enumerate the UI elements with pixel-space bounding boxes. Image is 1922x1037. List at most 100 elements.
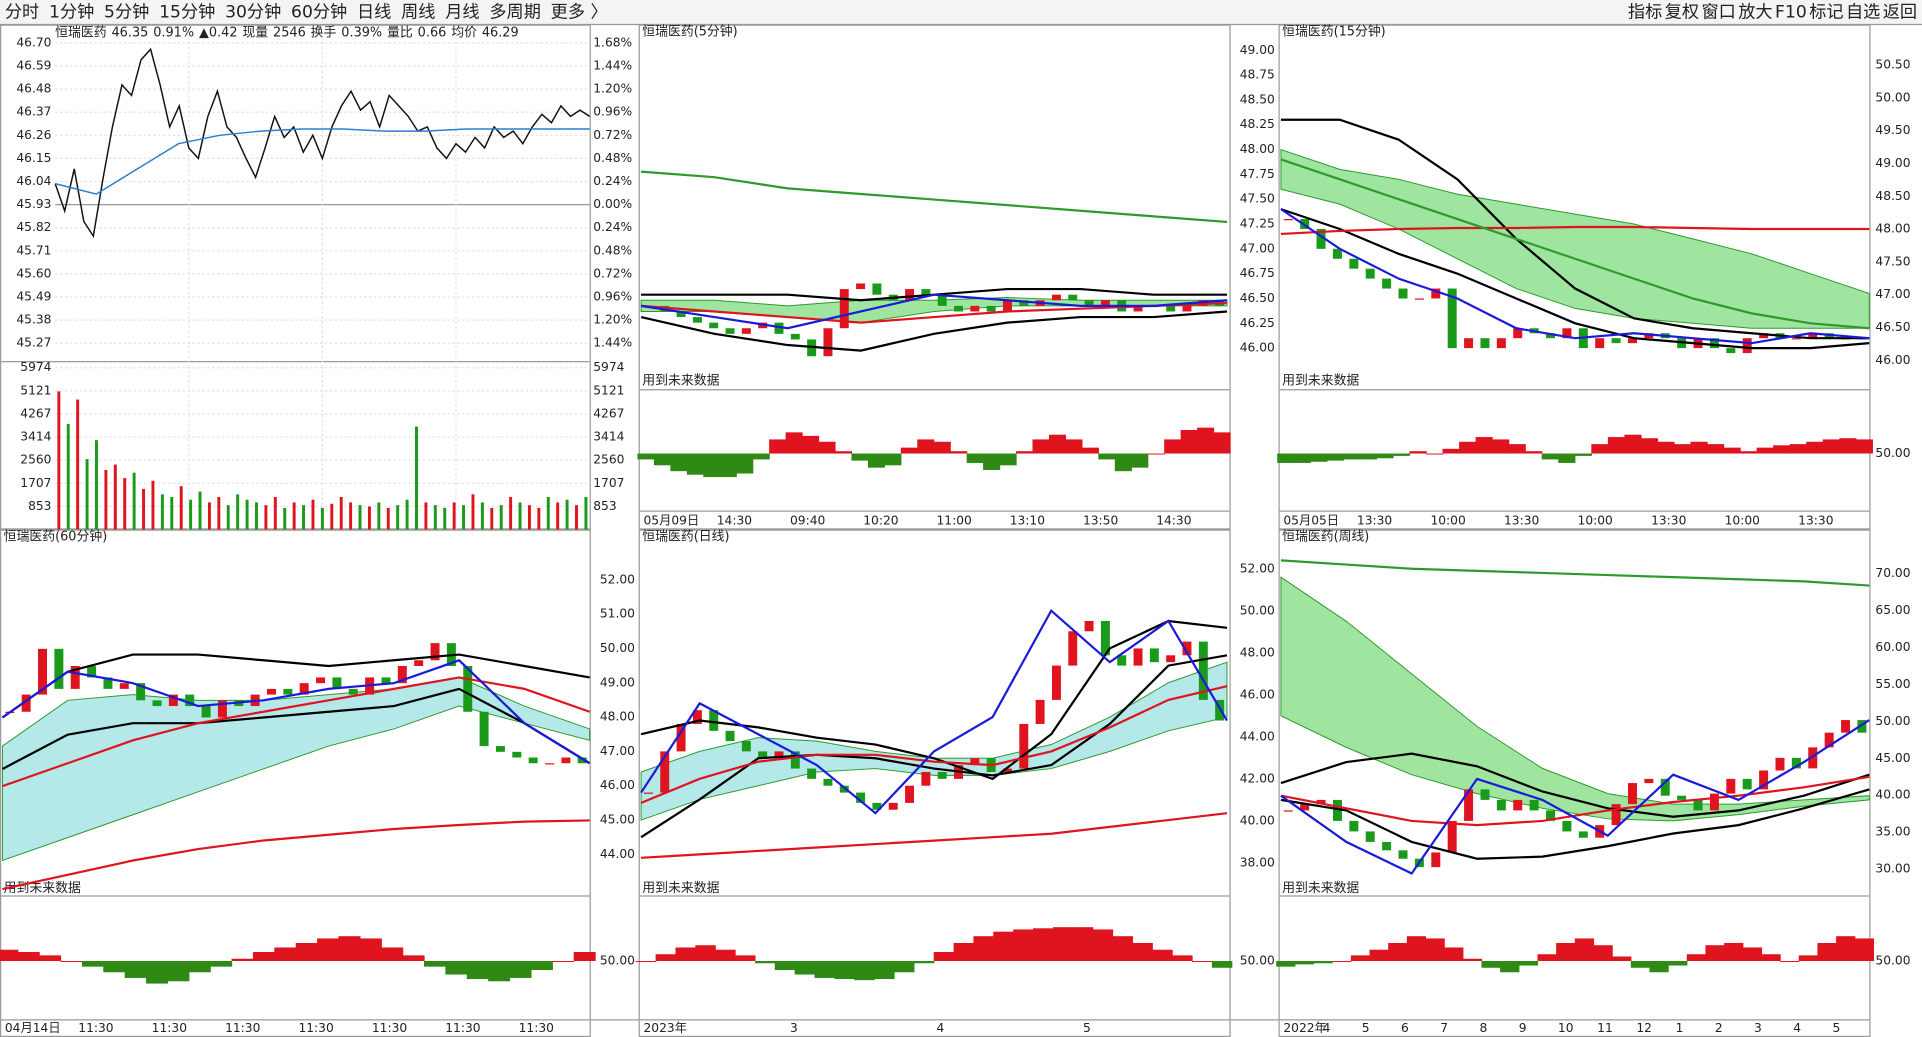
tool-button[interactable]: 标记 [1809, 2, 1843, 22]
period-tab[interactable]: 60分钟 [291, 2, 347, 22]
osc-bar [1409, 451, 1427, 454]
x-tick-label: 10:20 [863, 513, 898, 527]
candle [1529, 799, 1539, 811]
candle [921, 289, 931, 295]
candle [561, 757, 571, 764]
candle [1627, 783, 1637, 805]
candle [463, 666, 473, 712]
y-tick-label: 46.00 [1240, 687, 1275, 701]
tool-button[interactable]: F10 [1775, 2, 1807, 22]
tool-button[interactable]: 复权 [1665, 2, 1699, 22]
candle [774, 751, 784, 759]
period-tab[interactable]: 日线 [357, 2, 391, 22]
osc-bar [834, 961, 855, 980]
candle [1808, 747, 1818, 769]
tool-button[interactable]: 窗口 [1701, 2, 1735, 22]
candle [430, 643, 440, 661]
volume-bar [556, 502, 560, 530]
candle [136, 683, 146, 701]
period-tab[interactable]: 1分钟 [49, 2, 94, 22]
candle [87, 666, 97, 678]
osc-bar [917, 439, 935, 454]
candle [1857, 720, 1867, 733]
period-tab[interactable]: 分时 [5, 2, 39, 22]
osc-bar [695, 945, 716, 962]
candle [1464, 789, 1474, 821]
osc-bar [953, 942, 975, 962]
candle [119, 683, 129, 689]
osc-bar [1649, 961, 1669, 973]
period-tab[interactable]: 更多 〉 [551, 2, 608, 22]
osc-bar [637, 453, 655, 460]
period-tab[interactable]: 30分钟 [225, 2, 281, 22]
osc-bar [295, 942, 318, 962]
volume-tick-label: 5121 [20, 383, 51, 397]
osc-bar [1310, 453, 1328, 462]
y-tick-label: 46.75 [1240, 266, 1275, 280]
x-tick-label: 4 [1323, 1021, 1331, 1035]
candle [1742, 778, 1752, 790]
osc-bar [1690, 441, 1708, 454]
tool-button[interactable]: 返回 [1883, 2, 1917, 22]
osc-bar [1048, 434, 1067, 454]
period-tab[interactable]: 15分钟 [159, 2, 215, 22]
volume-bar [311, 499, 315, 530]
volume-bar [245, 499, 249, 530]
tool-button[interactable]: 放大 [1738, 2, 1772, 22]
quote-item: 2546 [273, 26, 306, 41]
candle [1660, 778, 1670, 796]
candle [1726, 348, 1736, 354]
osc-bar [1132, 942, 1153, 962]
period-tab[interactable]: 多周期 [489, 2, 540, 22]
y-tick-label: 46.37 [16, 105, 51, 119]
candle [1693, 799, 1703, 811]
candle [299, 683, 309, 695]
candle [1117, 655, 1127, 666]
osc-bar [1624, 434, 1642, 454]
osc-bar [1723, 447, 1741, 454]
candle [921, 771, 931, 786]
y-tick-label: 50.00 [1240, 603, 1275, 617]
volume-bar [255, 502, 258, 530]
panel-title: 恒瑞医药(5分钟) [642, 23, 737, 39]
y-tick-label: 45.00 [600, 813, 635, 827]
osc-bar [1376, 453, 1394, 459]
indicator-line [640, 293, 1228, 330]
tool-button[interactable]: 指标 [1628, 2, 1662, 22]
volume-bar [104, 469, 108, 530]
x-tick-label: 6 [1401, 1021, 1409, 1035]
period-tab[interactable]: 月线 [445, 2, 479, 22]
volume-bar [358, 505, 362, 530]
osc-bar [736, 453, 754, 474]
y-tick-label: 47.75 [1240, 167, 1275, 181]
osc-bar [103, 961, 126, 973]
y-tick-label: 46.00 [600, 778, 635, 792]
tool-button[interactable]: 自选 [1846, 2, 1880, 22]
period-tab[interactable]: 5分钟 [104, 2, 149, 22]
period-tab[interactable]: 周线 [401, 2, 435, 22]
osc-bar [1112, 936, 1133, 962]
osc-bar [1350, 955, 1371, 962]
osc-bar [146, 961, 169, 984]
candle [1414, 298, 1424, 300]
x-tick-label: 10 [1558, 1021, 1574, 1035]
candle [479, 711, 489, 747]
osc-bar [1724, 942, 1744, 962]
osc-bar [167, 961, 190, 982]
osc-bar [1406, 936, 1427, 962]
osc-bar [1740, 451, 1758, 454]
candle [1182, 641, 1192, 656]
candle [1496, 799, 1506, 811]
osc-bar [1508, 444, 1526, 454]
volume-bar [452, 502, 456, 530]
osc-bar [1707, 444, 1725, 454]
y-tick-label-right: 50.00 [1875, 714, 1910, 728]
volume-bar [584, 497, 588, 530]
volume-bar [302, 505, 306, 530]
osc-bar [1806, 441, 1824, 454]
x-tick-label: 10:00 [1430, 513, 1465, 527]
y-tick-label-right: 70.00 [1875, 566, 1910, 580]
indicator-line [640, 685, 1228, 804]
volume-tick-label: 853 [593, 499, 616, 513]
future-data-note: 用到未来数据 [642, 374, 719, 389]
